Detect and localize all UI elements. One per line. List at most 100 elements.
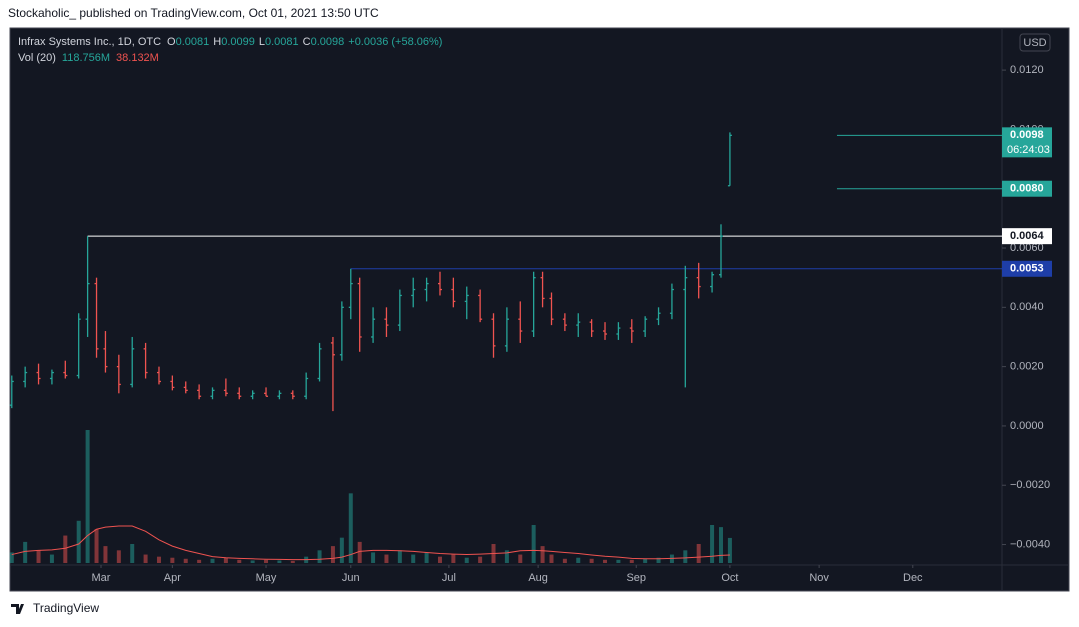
y-tick-label: 0.0020: [1010, 361, 1044, 373]
volume-bar: [36, 550, 41, 563]
y-tick-label: 0.0040: [1010, 301, 1044, 313]
x-tick-label: Nov: [809, 572, 829, 584]
chart-pane: [9, 27, 1070, 592]
volume-bar: [103, 546, 108, 563]
x-tick-label: May: [256, 572, 277, 584]
volume-bar: [549, 554, 554, 563]
x-tick-label: Oct: [721, 572, 738, 584]
price-label: 0.0098: [1010, 129, 1044, 141]
volume-bar: [130, 544, 135, 563]
volume-legend: Vol (20): [18, 52, 56, 64]
y-tick-label: −0.0040: [1010, 538, 1050, 550]
x-tick-label: Dec: [903, 572, 923, 584]
volume-bar: [696, 544, 701, 563]
volume-bar: [264, 559, 269, 563]
volume-bar: [411, 554, 416, 563]
x-tick-label: Apr: [164, 572, 181, 584]
price-label: 0.0080: [1010, 183, 1044, 195]
price-label-box: [1002, 180, 1052, 197]
volume-bar: [464, 557, 469, 563]
volume-bar: [330, 546, 335, 563]
x-tick-label: Jul: [442, 572, 456, 584]
volume-bar: [589, 558, 594, 563]
volume-bar: [518, 554, 523, 563]
volume-bar: [683, 550, 688, 563]
volume-bar: [437, 556, 442, 563]
volume-ma: [11, 525, 730, 561]
brand-name: TradingView: [33, 601, 99, 615]
volume-bar: [540, 546, 545, 563]
volume-bar: [603, 559, 608, 563]
legend-letter: C: [303, 36, 311, 48]
volume-bar: [397, 550, 402, 563]
price-label-box: [1002, 127, 1052, 158]
brand: TradingView: [11, 601, 99, 615]
volume-bar: [478, 556, 483, 563]
volume-bar: [250, 560, 255, 563]
volume-bar: [76, 520, 81, 563]
volume-bar: [49, 554, 54, 563]
volume-bar: [562, 558, 567, 563]
volume-bar: [23, 541, 28, 563]
volume-bar: [643, 558, 648, 563]
volume-bar: [223, 557, 228, 563]
volume-bar: [237, 559, 242, 563]
x-tick-label: Mar: [92, 572, 111, 584]
volume-bar: [339, 537, 344, 563]
y-tick-label: 0.0060: [1010, 242, 1044, 254]
legend-value: 0.0081: [265, 36, 299, 48]
volume-bar: [384, 554, 389, 563]
volume-bar: [277, 560, 282, 563]
volume-bar: [710, 525, 715, 563]
volume-bar: [210, 558, 215, 563]
price-label: 0.0053: [1010, 263, 1044, 275]
volume-ma-value: 38.132M: [116, 52, 159, 64]
legend-value: 0.0081: [176, 36, 210, 48]
volume-bar: [616, 559, 621, 563]
y-tick-label: 0.0120: [1010, 64, 1044, 76]
price-label-box: [1002, 260, 1052, 277]
volume-bar: [576, 557, 581, 563]
brand-logo: [11, 604, 24, 614]
currency-button[interactable]: [1019, 33, 1051, 52]
volume-bar: [424, 552, 429, 563]
y-tick-label: −0.0020: [1010, 479, 1050, 491]
x-tick-label: Aug: [528, 572, 548, 584]
volume-value: 118.756M: [62, 52, 110, 64]
volume-bar: [183, 558, 188, 563]
x-tick-label: Jun: [342, 572, 360, 584]
volume-bar: [727, 537, 732, 563]
currency[interactable]: USD: [1023, 37, 1046, 49]
volume-bar: [348, 493, 353, 563]
volume-bar: [63, 535, 68, 563]
volume-bar: [143, 554, 148, 563]
legend-value: 0.0099: [221, 36, 255, 48]
legend-letter: H: [213, 36, 221, 48]
volume-bar: [371, 552, 376, 563]
price-label: 0.0064: [1010, 230, 1045, 242]
legend-value: 0.0098: [311, 36, 345, 48]
volume-bar: [170, 557, 175, 563]
symbol: Infrax Systems Inc., 1D, OTC: [18, 36, 161, 48]
volume-bar: [317, 550, 322, 563]
legend-change: +0.0036 (+58.06%): [348, 36, 442, 48]
legend-letter: O: [167, 36, 176, 48]
volume-bar: [197, 559, 202, 563]
x-tick-label: Sep: [626, 572, 646, 584]
legend-letter: L: [259, 36, 265, 48]
volume-bar: [656, 557, 661, 563]
volume-bar: [116, 550, 121, 563]
legend: Infrax Systems Inc., 1D, OTC: [18, 36, 161, 48]
volume-bar: [531, 525, 536, 563]
price-label-box: [1002, 228, 1052, 245]
volume-bar: [718, 527, 723, 563]
volume-bar: [629, 559, 634, 563]
countdown: 06:24:03: [1007, 144, 1050, 156]
published-note: Stockaholic_ published on TradingView.co…: [8, 6, 379, 20]
volume-bar: [451, 554, 456, 563]
volume-bar: [9, 552, 14, 563]
plot: [9, 132, 1002, 563]
volume-bar: [85, 430, 90, 563]
